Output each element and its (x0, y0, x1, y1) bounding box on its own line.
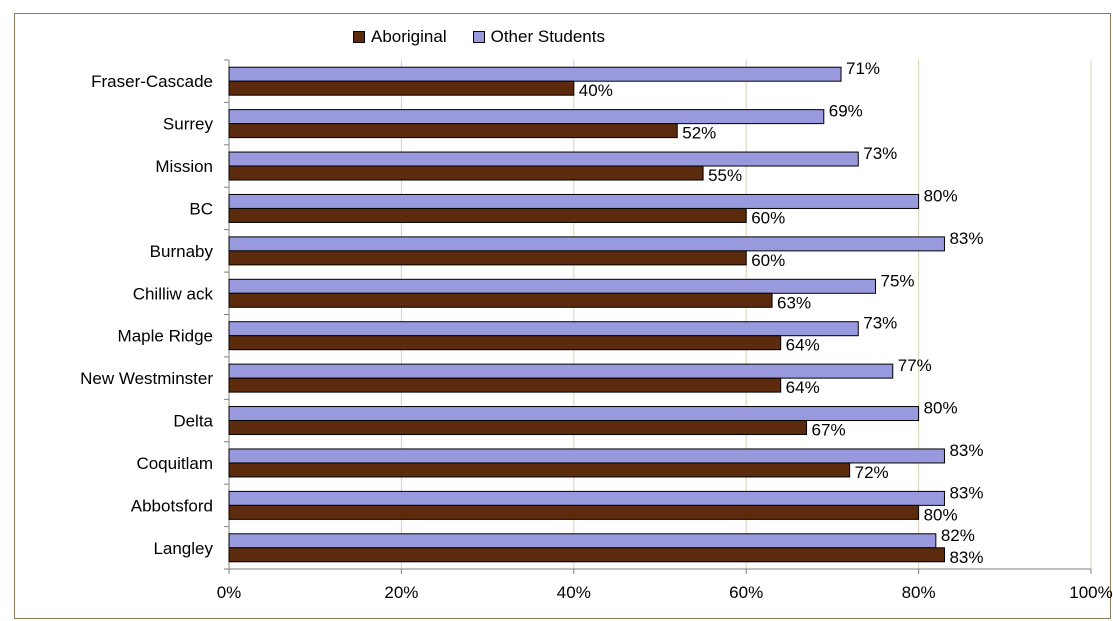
bar-other-students-surrey (228, 109, 825, 125)
x-tick-label: 20% (384, 583, 418, 602)
data-label-other-students-fraser-cascade: 71% (846, 59, 880, 78)
data-label-aboriginal-fraser-cascade: 40% (579, 81, 613, 100)
bar-other-students-burnaby (228, 236, 945, 252)
category-label-new-westminster: New Westminster (80, 369, 213, 388)
bar-aboriginal-delta (228, 420, 808, 436)
bar-other-students-bc (228, 193, 920, 209)
x-tick-label: 60% (729, 583, 763, 602)
bar-aboriginal-mission (228, 165, 704, 181)
bar-other-students-mission (228, 151, 859, 167)
data-label-other-students-new-westminster: 77% (898, 356, 932, 375)
bar-aboriginal-burnaby (228, 250, 747, 266)
bar-aboriginal-abbotsford (228, 504, 920, 520)
legend-swatch-aboriginal (353, 31, 365, 43)
bar-other-students-new-westminster (228, 363, 894, 379)
data-label-aboriginal-coquitlam: 72% (855, 463, 889, 482)
data-label-aboriginal-chilliw-ack: 63% (777, 293, 811, 312)
data-label-other-students-chilliw-ack: 75% (881, 271, 915, 290)
bar-other-students-chilliw-ack (228, 278, 876, 294)
category-label-abbotsford: Abbotsford (131, 496, 213, 515)
data-label-aboriginal-maple-ridge: 64% (786, 336, 820, 355)
data-label-other-students-burnaby: 83% (949, 229, 983, 248)
x-tick-label: 80% (902, 583, 936, 602)
bar-other-students-langley (228, 533, 937, 549)
legend: Aboriginal Other Students (353, 27, 605, 47)
category-label-bc: BC (189, 199, 213, 218)
data-label-aboriginal-abbotsford: 80% (924, 505, 958, 524)
data-label-other-students-abbotsford: 83% (949, 483, 983, 502)
legend-item-other-students: Other Students (472, 27, 605, 47)
category-label-delta: Delta (173, 412, 213, 431)
category-label-mission: Mission (155, 157, 213, 176)
bar-aboriginal-chilliw-ack (228, 292, 773, 308)
x-tick-label: 40% (557, 583, 591, 602)
legend-label-other-students: Other Students (490, 27, 605, 46)
bar-other-students-fraser-cascade (228, 66, 842, 82)
data-label-aboriginal-burnaby: 60% (751, 251, 785, 270)
bar-other-students-coquitlam (228, 448, 945, 464)
category-label-fraser-cascade: Fraser-Cascade (91, 72, 213, 91)
x-tick-label: 100% (1069, 583, 1112, 602)
data-label-aboriginal-surrey: 52% (682, 124, 716, 143)
data-label-other-students-langley: 82% (941, 526, 975, 545)
data-label-other-students-mission: 73% (863, 144, 897, 163)
bar-aboriginal-new-westminster (228, 377, 782, 393)
bar-other-students-abbotsford (228, 490, 945, 506)
data-label-other-students-delta: 80% (924, 399, 958, 418)
data-label-aboriginal-langley: 83% (949, 548, 983, 567)
category-label-coquitlam: Coquitlam (136, 454, 213, 473)
legend-item-aboriginal: Aboriginal (353, 27, 447, 47)
bar-aboriginal-maple-ridge (228, 335, 782, 351)
data-label-aboriginal-mission: 55% (708, 166, 742, 185)
data-label-aboriginal-new-westminster: 64% (786, 378, 820, 397)
category-label-surrey: Surrey (163, 115, 214, 134)
category-label-chilliw-ack: Chilliw ack (133, 284, 214, 303)
bar-aboriginal-langley (228, 547, 945, 563)
category-label-burnaby: Burnaby (150, 242, 214, 261)
data-label-aboriginal-bc: 60% (751, 208, 785, 227)
bar-aboriginal-bc (228, 207, 747, 223)
data-label-other-students-coquitlam: 83% (949, 441, 983, 460)
data-label-aboriginal-delta: 67% (812, 421, 846, 440)
legend-swatch-other-students (472, 31, 485, 43)
data-label-other-students-surrey: 69% (829, 102, 863, 121)
x-tick-label: 0% (217, 583, 242, 602)
bar-other-students-delta (228, 406, 920, 422)
bar-aboriginal-surrey (228, 123, 678, 139)
data-label-other-students-bc: 80% (924, 186, 958, 205)
bar-other-students-maple-ridge (228, 321, 859, 337)
bar-aboriginal-fraser-cascade (228, 80, 575, 96)
category-label-langley: Langley (153, 539, 213, 558)
category-label-maple-ridge: Maple Ridge (118, 327, 213, 346)
bar-aboriginal-coquitlam (228, 462, 851, 478)
legend-label-aboriginal: Aboriginal (371, 27, 447, 46)
data-label-other-students-maple-ridge: 73% (863, 314, 897, 333)
